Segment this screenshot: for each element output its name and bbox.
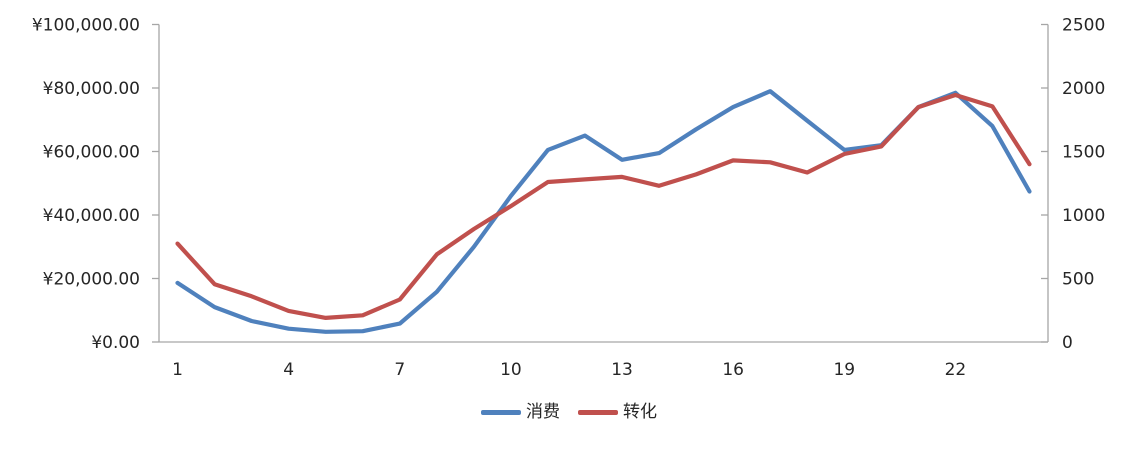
- right-axis-tick-label: 2000: [1062, 79, 1105, 99]
- legend-item-conversion[interactable]: 转化: [578, 404, 657, 421]
- series-line-转化[interactable]: [175, 92, 1032, 320]
- right-axis-tick-label: 1500: [1062, 143, 1105, 163]
- left-axis-tick-label: ¥60,000.00: [43, 143, 140, 163]
- x-axis-tick-label: 4: [283, 360, 294, 380]
- legend-line-icon: [578, 410, 618, 415]
- left-axis-tick-label: ¥80,000.00: [43, 79, 140, 99]
- left-axis-tick-label: ¥100,000.00: [32, 16, 140, 36]
- x-axis-tick-label: 22: [945, 360, 967, 380]
- x-axis-tick-label: 19: [833, 360, 855, 380]
- left-axis-tick-label: ¥40,000.00: [43, 206, 140, 226]
- legend-label-conversion: 转化: [623, 402, 657, 422]
- legend-item-consumption[interactable]: 消费: [481, 404, 560, 421]
- legend-line-icon: [481, 410, 521, 415]
- legend-label-consumption: 消费: [526, 402, 560, 422]
- right-axis-tick-label: 0: [1062, 333, 1073, 353]
- x-axis-tick-label: 13: [611, 360, 633, 380]
- right-axis-tick-label: 1000: [1062, 206, 1105, 226]
- x-axis-tick-label: 7: [394, 360, 405, 380]
- chart-legend: 消费 转化: [0, 404, 1138, 421]
- left-axis-tick-label: ¥0.00: [91, 333, 140, 353]
- right-axis-tick-label: 2500: [1062, 16, 1105, 36]
- right-axis-tick-label: 500: [1062, 270, 1094, 290]
- x-axis-tick-label: 10: [500, 360, 522, 380]
- x-axis-tick-label: 1: [172, 360, 183, 380]
- left-axis-tick-label: ¥20,000.00: [43, 270, 140, 290]
- x-axis-tick-label: 16: [722, 360, 744, 380]
